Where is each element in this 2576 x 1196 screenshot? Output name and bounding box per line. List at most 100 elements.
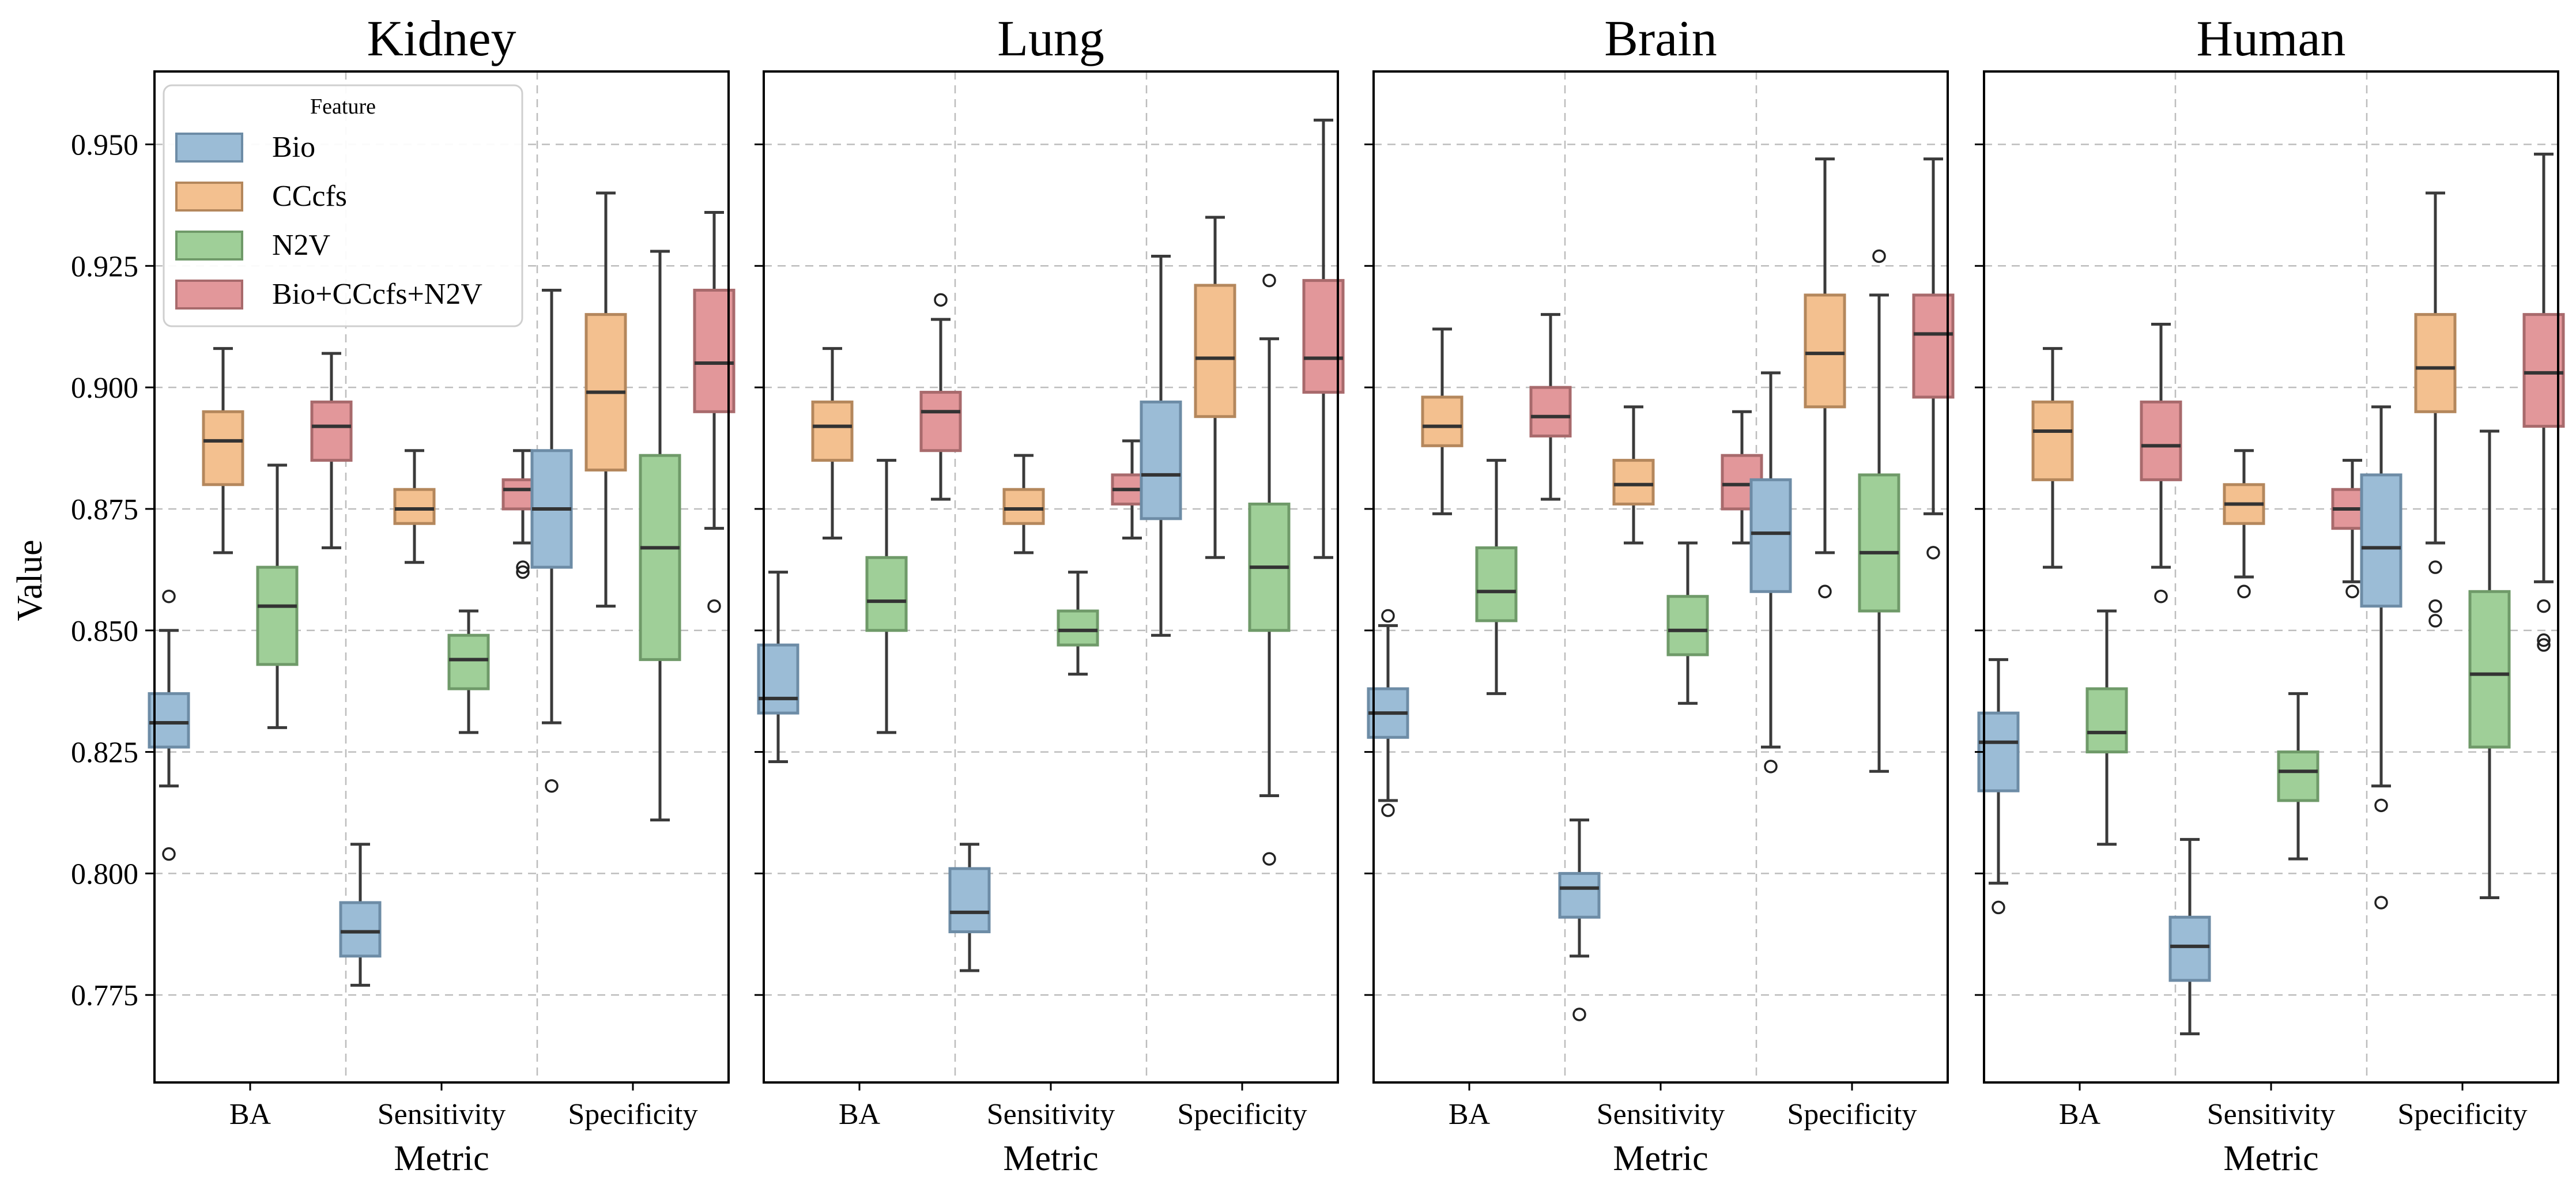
box-iqr (2522, 313, 2565, 428)
x-tick-label: Sensitivity (378, 1098, 506, 1131)
box-specificity-n2v (2468, 429, 2511, 900)
box-sensitivity-n2v (2277, 692, 2319, 861)
box-sensitivity-cccfs (2223, 449, 2265, 599)
outlier-point (1381, 609, 1395, 623)
box-sensitivity-bio (948, 843, 991, 972)
box-iqr (1421, 395, 1464, 447)
box-specificity-cccfs (584, 191, 627, 608)
x-tick-label: Specificity (1787, 1098, 1917, 1131)
outlier-point (2374, 896, 2388, 910)
axes-frame (1983, 70, 2559, 1084)
legend: Feature Bio CCcfs N2V Bio+CCcfs+N2V (163, 84, 523, 327)
box-iqr (148, 692, 190, 749)
outlier-point (934, 293, 948, 307)
box-specificity-cccfs (1194, 216, 1236, 559)
box-iqr (1475, 546, 1518, 622)
box-iqr (1858, 473, 1900, 613)
panel-title: Human (2196, 11, 2345, 67)
box-specificity-bio (530, 288, 573, 793)
legend-item: Bio (175, 131, 315, 164)
legend-item: N2V (175, 229, 330, 262)
legend-label: Bio+CCcfs+N2V (272, 278, 482, 311)
box-specificity-bio (1749, 371, 1792, 774)
box-sensitivity-n2v (1666, 541, 1709, 705)
box-iqr (1977, 711, 2020, 793)
axes-frame (153, 70, 730, 1084)
box-specificity-n2v (1248, 273, 1291, 866)
box-iqr (2277, 750, 2319, 802)
box-iqr (1666, 595, 1709, 657)
box-specificity-cccfs (1804, 157, 1846, 599)
outlier-point (2345, 584, 2359, 599)
box-ba-bio (1367, 609, 1409, 817)
box-sensitivity-bio (339, 843, 382, 987)
outlier-point (1818, 584, 1832, 599)
box-ba-cccfs (811, 347, 854, 540)
outlier-point (1992, 900, 2005, 915)
outlier-point (2537, 633, 2551, 647)
outlier-point (516, 565, 530, 579)
box-ba-bio-cccfs-n2v (1529, 313, 1572, 501)
box-sensitivity-n2v (447, 609, 490, 734)
y-tick-label: 0.950 (71, 129, 138, 161)
box-iqr (1749, 478, 1792, 593)
outlier-point (162, 589, 176, 603)
legend-label: Bio (272, 131, 315, 164)
x-axis-label: Metric (1003, 1139, 1098, 1178)
box-iqr (1302, 279, 1345, 394)
x-axis-label: Metric (394, 1139, 489, 1178)
x-axis-label: Metric (2223, 1139, 2318, 1178)
panel-brain: BA Sensitivity Specificity Brain Metric (1364, 11, 1955, 1178)
y-tick-label: 0.825 (71, 737, 138, 769)
outlier-point (1926, 546, 1940, 560)
legend-swatch (175, 133, 243, 163)
box-sensitivity-cccfs (1002, 454, 1045, 554)
outlier-point (1764, 760, 1778, 774)
x-tick-label: Specificity (1177, 1098, 1307, 1131)
outlier-point (2537, 638, 2551, 652)
box-specificity-bio-cccfs-n2v (2522, 152, 2565, 652)
outlier-point (2154, 589, 2168, 603)
box-ba-cccfs (202, 347, 244, 554)
y-axis-label: Value (10, 539, 50, 621)
box-sensitivity-cccfs (1612, 405, 1655, 545)
legend-swatch (175, 280, 243, 310)
outlier-point (1872, 249, 1886, 263)
box-iqr (811, 400, 854, 462)
legend-swatch (175, 182, 243, 212)
box-iqr (693, 288, 736, 413)
legend-swatch (175, 231, 243, 261)
box-iqr (339, 901, 382, 958)
box-ba-bio-cccfs-n2v (919, 293, 962, 501)
outlier-point (516, 560, 530, 574)
outlier-point (1262, 273, 1276, 288)
x-tick-label: Specificity (568, 1098, 697, 1131)
legend-item: CCcfs (175, 180, 347, 213)
box-iqr (757, 643, 799, 715)
box-iqr (2031, 400, 2074, 481)
box-iqr (1612, 459, 1655, 506)
box-iqr (393, 488, 436, 525)
outlier-point (162, 847, 176, 861)
outlier-point (2428, 614, 2442, 628)
panel-title: Kidney (367, 11, 516, 67)
box-specificity-cccfs (2414, 191, 2457, 628)
box-ba-bio-cccfs-n2v (2140, 323, 2182, 603)
box-iqr (447, 633, 490, 691)
box-iqr (639, 454, 681, 661)
x-tick-label: BA (1449, 1098, 1491, 1131)
x-tick-label: Sensitivity (987, 1098, 1115, 1131)
box-sensitivity-bio (2168, 837, 2211, 1036)
box-iqr (865, 556, 908, 632)
outlier-point (1572, 1008, 1586, 1021)
outlier-point (2537, 599, 2551, 613)
box-iqr (2468, 590, 2511, 749)
outlier-point (707, 599, 721, 613)
panel-lung: BA Sensitivity Specificity Lung Metric (755, 11, 1345, 1178)
box-iqr (256, 565, 299, 666)
panel-human: BA Sensitivity Specificity Human Metric (1975, 11, 2565, 1178)
box-iqr (1002, 488, 1045, 525)
box-ba-n2v (865, 459, 908, 734)
